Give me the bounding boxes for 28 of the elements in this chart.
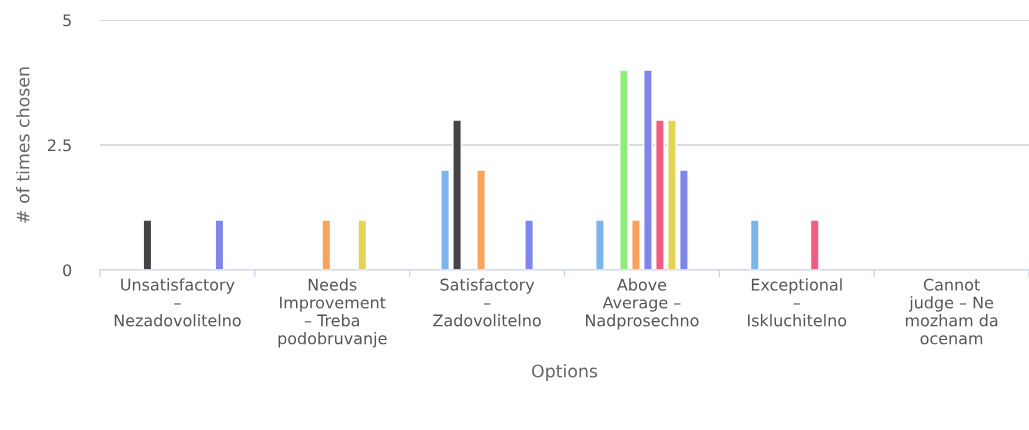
bar: [749, 219, 760, 270]
bar: [595, 219, 605, 270]
bar: [619, 69, 629, 270]
bar: [357, 219, 368, 270]
bar: [631, 219, 641, 270]
x-axis-title: Options: [531, 364, 598, 381]
x-tick-label: Needs Improvement – Treba podobruvanje: [278, 278, 387, 348]
y-tick-label: 0: [63, 264, 72, 277]
x-tick-label: Exceptional – Iskluchitelno: [748, 278, 847, 327]
bar: [214, 219, 225, 270]
bar: [452, 119, 462, 270]
bar: [667, 119, 677, 270]
bar: [643, 69, 653, 270]
bar: [809, 219, 820, 270]
x-tick-label: Above Average – Nadprosechno: [586, 278, 699, 330]
bar: [679, 169, 689, 270]
y-tick-label: 2.5: [47, 139, 71, 152]
bar: [142, 219, 153, 270]
bar: [655, 119, 665, 270]
bar: [524, 219, 534, 270]
bar: [440, 169, 450, 270]
bar: [476, 169, 486, 270]
x-tick-label: Cannot judge – Ne mozham da ocenam: [905, 278, 998, 345]
x-tick-label: Unsatisfactory – Nezadovolitelno: [114, 278, 241, 327]
bar: [321, 219, 332, 270]
x-tick-label: Satisfactory – Zadovolitelno: [433, 278, 541, 327]
y-tick-label: 5: [63, 14, 71, 27]
y-axis-title: # of times chosen: [16, 67, 30, 223]
